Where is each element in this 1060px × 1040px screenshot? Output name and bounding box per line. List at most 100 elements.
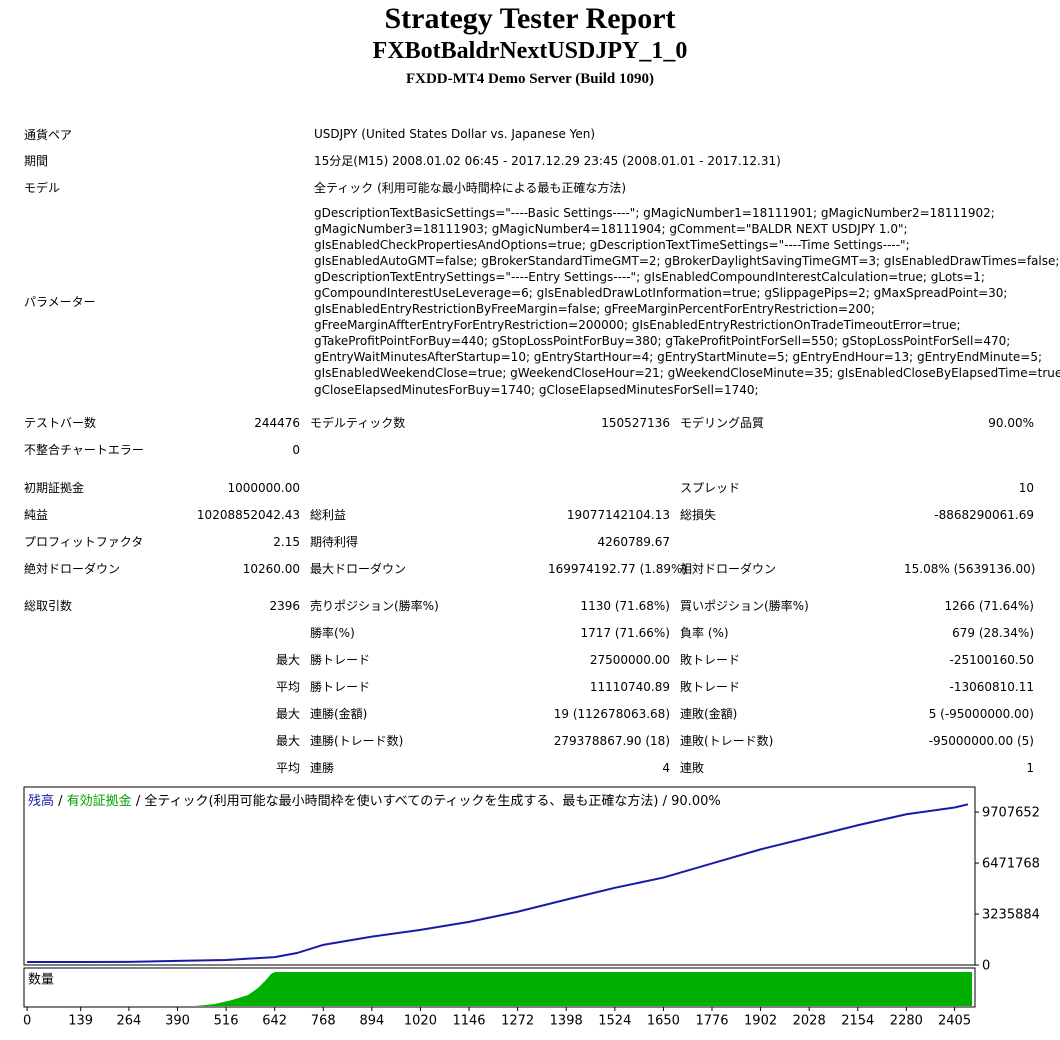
info-label: 期間 [24, 154, 49, 169]
parameter-line: gEntryWaitMinutesAfterStartup=10; gEntry… [314, 350, 1043, 365]
x-tick-label: 264 [116, 1014, 141, 1029]
stat-value: 279378867.90 (18) [553, 733, 670, 748]
stat-label: 連勝 [310, 761, 335, 775]
stat-label [20, 727, 180, 754]
stat-value [544, 474, 676, 501]
parameter-line: gMagicNumber3=18111903; gMagicNumber4=18… [314, 221, 908, 236]
stat-label [20, 646, 180, 673]
stat-label: 連敗 [680, 761, 705, 775]
stats-row: 初期証拠金 1000000.00 スプレッド 10 [20, 474, 1040, 501]
stat-value: 10 [1018, 480, 1034, 495]
stat-label: 初期証拠金 [24, 481, 85, 495]
stat-label: 勝トレード [310, 680, 371, 694]
stat-label: 敗トレード [680, 653, 741, 667]
stat-value [544, 436, 676, 463]
stat-label: テストバー数 [24, 416, 97, 430]
stat-value: 19077142104.13 [566, 507, 670, 522]
parameter-line: gIsEnabledEntryRestrictionByFreeMargin=f… [314, 302, 875, 317]
stat-value: 0 [292, 442, 300, 457]
y-tick-label: 3235884 [982, 908, 1040, 923]
x-tick-label: 1398 [550, 1014, 583, 1029]
info-value: 15分足(M15) 2008.01.02 06:45 - 2017.12.29 … [314, 154, 781, 169]
stat-value: -13060810.11 [949, 679, 1035, 694]
stat-label: 期待利得 [310, 535, 359, 549]
stat-value: -95000000.00 (5) [928, 733, 1034, 748]
x-tick-label: 2280 [890, 1014, 923, 1029]
stat-label: 総損失 [680, 508, 717, 522]
x-tick-label: 1020 [404, 1014, 437, 1029]
stat-value: -8868290061.69 [934, 507, 1034, 522]
stats-row: 勝率(%) 1717 (71.66%) 負率 (%) 679 (28.34%) [20, 619, 1040, 646]
stat-label [676, 436, 900, 463]
stat-value: 4260789.67 [597, 534, 670, 549]
x-tick-label: 516 [214, 1014, 239, 1029]
balance-line [27, 803, 969, 964]
info-row: 期間 15分足(M15) 2008.01.02 06:45 - 2017.12.2… [20, 148, 1040, 175]
stat-label: 連勝(金額) [310, 707, 368, 721]
stats-row: 平均 連勝 4 連敗 1 [20, 754, 1040, 781]
legend-balance: 残高 [28, 793, 54, 809]
stats-row: テストバー数 244476 モデルティック数 150527136 モデリング品質 90.0… [20, 409, 1040, 436]
x-tick-label: 1272 [501, 1014, 534, 1029]
stat-label [20, 619, 180, 646]
legend-note: / 全ティック(利用可能な最小時間枠を使いすべてのティックを生成する、最も正確な… [136, 793, 721, 809]
info-table: 通貨ペア USDJPY (United States Dollar vs. Jap… [20, 121, 1060, 402]
stat-value: 15.08% (5639136.00) [904, 561, 1036, 576]
stat-label: 総取引数 [24, 599, 73, 613]
stat-label: 絶対ドローダウン [24, 562, 121, 576]
stat-label: 勝率(%) [310, 626, 355, 640]
chart-legend: 残高 / 有効証拠金 / 全ティック(利用可能な最小時間枠を使いすべてのティック… [28, 793, 721, 809]
volume-area [195, 972, 972, 1006]
stat-value: 最大 [275, 734, 300, 748]
parameter-line: gIsEnabledAutoGMT=false; gBrokerStandard… [314, 253, 1060, 268]
parameter-line: gFreeMarginAffterEntryForEntryRestrictio… [314, 318, 961, 333]
x-tick-label: 894 [359, 1014, 384, 1029]
stat-value: 10260.00 [242, 561, 300, 576]
stat-label [20, 673, 180, 700]
stat-value: 1266 (71.64%) [944, 598, 1034, 613]
stat-label: モデルティック数 [310, 416, 406, 430]
stat-label: 相対ドローダウン [680, 562, 777, 576]
x-tick-label: 2154 [841, 1014, 874, 1029]
stats-table: テストバー数 244476 モデルティック数 150527136 モデリング品質 90.0… [20, 409, 1040, 463]
stats-row: 最大 連勝(金額) 19 (112678063.68) 連敗(金額) 5 (-95000… [20, 700, 1040, 727]
info-value: 全ティック (利用可能な最小時間枠による最も正確な方法) [314, 180, 627, 195]
chart-frame [23, 786, 976, 966]
report-title: Strategy Tester Report [384, 2, 676, 35]
stat-value: 19 (112678063.68) [553, 706, 670, 721]
stat-label: 連敗(金額) [680, 707, 738, 721]
stat-value: 150527136 [601, 415, 670, 430]
x-tick-label: 1776 [695, 1014, 728, 1029]
stat-label: 最大ドローダウン [310, 562, 407, 576]
stat-label [676, 528, 900, 555]
x-tick-label: 390 [165, 1014, 190, 1029]
stat-label [20, 754, 180, 781]
stat-value: 1 [1026, 760, 1034, 775]
parameter-line: gDescriptionTextEntrySettings="----Entry… [314, 269, 985, 284]
stat-value: 679 (28.34%) [952, 625, 1034, 640]
parameter-line: gDescriptionTextBasicSettings="----Basic… [314, 205, 995, 220]
x-tick-label: 642 [262, 1014, 287, 1029]
stat-label: 不整合チャートエラー [24, 443, 144, 457]
volume-label: 数量 [28, 973, 54, 988]
stat-value: 244476 [254, 415, 300, 430]
stat-label: プロフィットファクタ [24, 535, 144, 549]
parameter-line: gTakeProfitPointForBuy=440; gStopLossPoi… [314, 334, 1011, 349]
stat-label: 連勝(トレード数) [310, 734, 404, 748]
stats-row: 不整合チャートエラー 0 [20, 436, 1040, 463]
stat-value: -25100160.50 [949, 652, 1035, 667]
x-tick-label: 1146 [452, 1014, 485, 1029]
x-tick-label: 0 [23, 1014, 31, 1029]
stat-value: 平均 [275, 680, 300, 694]
info-label: 通貨ペア [24, 127, 73, 142]
stat-label: 総利益 [310, 508, 347, 522]
stat-value: 2396 [269, 598, 300, 613]
stats-table: 初期証拠金 1000000.00 スプレッド 10 純益 10208852042.43 総利… [20, 474, 1040, 582]
stat-value: 平均 [275, 761, 300, 775]
parameters-row: パラメーター gDescriptionTextBasicSettings="---… [20, 201, 1060, 402]
x-tick-label: 1650 [647, 1014, 680, 1029]
stat-value: 1717 (71.66%) [580, 625, 670, 640]
stat-label: 連敗(トレード数) [680, 734, 774, 748]
parameter-line: gIsEnabledWeekendClose=true; gWeekendClo… [314, 366, 1060, 381]
